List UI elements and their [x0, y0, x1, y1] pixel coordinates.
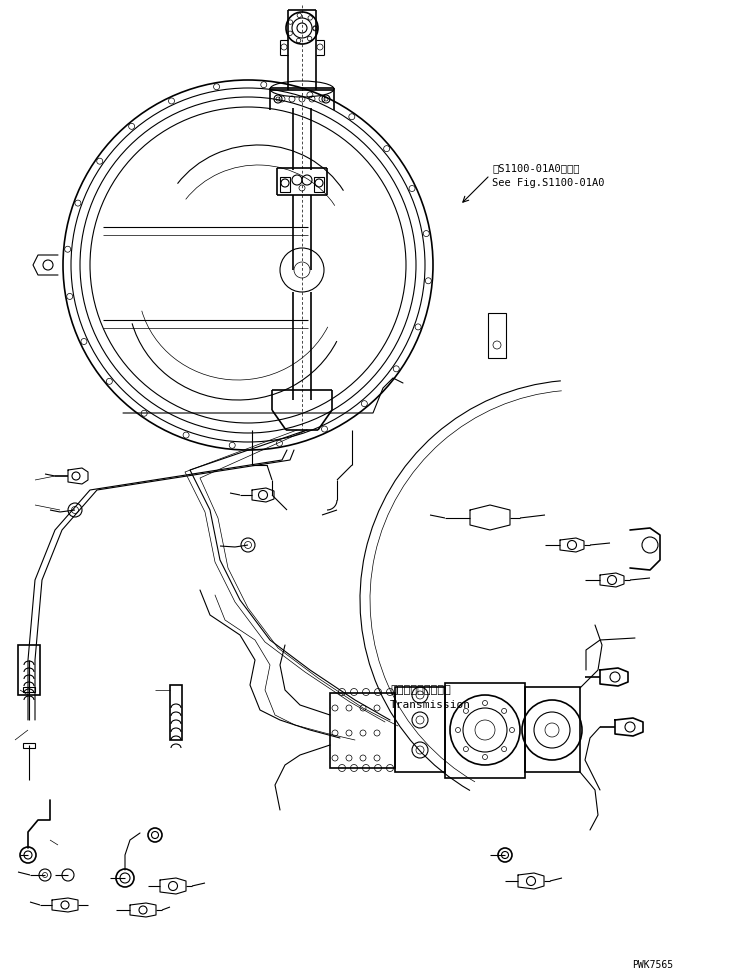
- Bar: [330, 693, 395, 768]
- Bar: [395, 687, 445, 772]
- Bar: [170, 685, 182, 740]
- Bar: [23, 687, 35, 692]
- Text: トランスミッション: トランスミッション: [390, 685, 451, 695]
- Text: See Fig.S1100-01A0: See Fig.S1100-01A0: [492, 178, 605, 188]
- Text: 第S1100-01A0図参照: 第S1100-01A0図参照: [492, 163, 580, 173]
- Bar: [280, 177, 290, 192]
- Bar: [23, 743, 35, 748]
- Bar: [525, 687, 580, 772]
- Bar: [18, 645, 40, 695]
- Text: Transmission: Transmission: [390, 700, 471, 710]
- Bar: [445, 683, 525, 778]
- Bar: [314, 177, 324, 192]
- Bar: [488, 313, 506, 358]
- Text: PWK7565: PWK7565: [632, 960, 673, 970]
